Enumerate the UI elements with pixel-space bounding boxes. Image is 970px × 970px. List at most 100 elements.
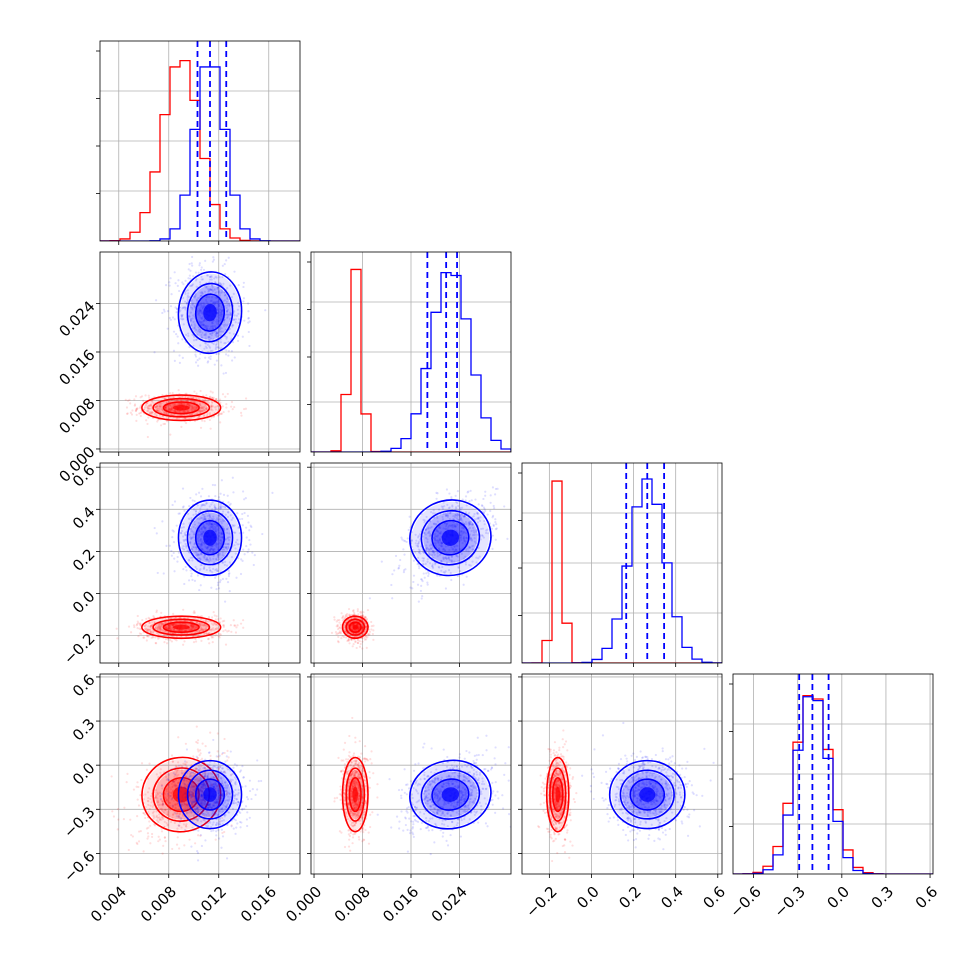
scatter-point	[216, 569, 219, 573]
scatter-point	[158, 629, 162, 632]
scatter-point	[422, 551, 425, 554]
scatter-point	[227, 542, 230, 546]
scatter-point	[151, 805, 154, 808]
scatter-point	[452, 548, 455, 551]
scatter-point	[344, 615, 347, 618]
scatter-point	[187, 277, 190, 280]
scatter-point	[210, 517, 213, 520]
scatter-point	[436, 574, 439, 577]
scatter-point	[138, 632, 142, 635]
scatter-point	[172, 780, 176, 783]
scatter-point	[237, 557, 240, 560]
scatter-point	[192, 814, 195, 817]
scatter-point	[360, 610, 363, 613]
scatter-point	[200, 799, 203, 802]
scatter-point	[215, 332, 218, 335]
scatter-point	[168, 544, 171, 547]
scatter-point	[144, 793, 147, 796]
scatter-point	[469, 564, 472, 567]
scatter-point	[206, 327, 209, 330]
scatter-point	[171, 786, 174, 789]
scatter-point	[205, 501, 208, 505]
scatter-point	[352, 609, 355, 612]
scatter-point	[205, 546, 208, 550]
scatter-point	[462, 515, 466, 518]
scatter-point	[220, 542, 223, 546]
scatter-point	[221, 577, 225, 581]
scatter-point	[184, 538, 187, 541]
scatter-point	[205, 394, 208, 397]
scatter-point	[406, 537, 409, 540]
scatter-point	[164, 840, 167, 843]
scatter-point	[148, 617, 151, 620]
scatter-point	[336, 627, 340, 631]
scatter-point	[185, 569, 188, 572]
scatter-point	[199, 352, 202, 356]
scatter-point	[217, 534, 221, 537]
scatter-point	[242, 281, 245, 284]
scatter-point	[417, 600, 420, 603]
scatter-point	[428, 534, 431, 538]
scatter-point	[226, 392, 229, 396]
scatter-point	[208, 418, 211, 422]
scatter-point	[211, 284, 214, 287]
scatter-point	[364, 616, 367, 619]
scatter-point	[142, 812, 146, 815]
scatter-point	[441, 565, 444, 569]
scatter-point	[187, 403, 190, 406]
scatter-point	[213, 761, 216, 764]
scatter-point	[219, 401, 222, 404]
scatter-point	[161, 787, 164, 790]
scatter-point	[180, 315, 183, 318]
scatter-point	[227, 629, 230, 633]
scatter-point	[182, 283, 185, 286]
scatter-point	[168, 627, 171, 630]
scatter-point	[230, 518, 233, 521]
scatter-point	[202, 525, 205, 529]
scatter-point	[436, 515, 439, 518]
scatter-point	[157, 418, 160, 422]
scatter-point	[148, 407, 152, 410]
scatter-point	[146, 791, 150, 794]
scatter-point	[231, 324, 234, 327]
scatter-point	[146, 628, 149, 631]
scatter-point	[214, 526, 217, 529]
scatter-point	[442, 527, 445, 530]
scatter-point	[439, 540, 442, 543]
scatter-point	[176, 836, 179, 839]
scatter-point	[397, 567, 400, 570]
scatter-point	[201, 407, 204, 410]
scatter-point	[149, 625, 152, 628]
scatter-point	[434, 538, 437, 541]
scatter-point	[438, 532, 441, 535]
scatter-point	[160, 404, 163, 408]
scatter-point	[248, 320, 251, 323]
scatter-point	[208, 346, 212, 349]
scatter-point	[457, 504, 460, 508]
scatter-point	[434, 544, 437, 547]
scatter-point	[194, 510, 198, 513]
scatter-point	[219, 506, 222, 510]
scatter-point	[451, 560, 454, 563]
scatter-point	[391, 597, 394, 600]
scatter-point	[472, 515, 475, 518]
scatter-point	[236, 543, 239, 546]
scatter-point	[242, 300, 245, 303]
scatter-point	[445, 523, 448, 526]
scatter-point	[201, 324, 205, 327]
scatter-point	[156, 628, 159, 631]
scatter-point	[184, 803, 187, 806]
scatter-point	[251, 551, 254, 554]
scatter-point	[149, 404, 153, 407]
scatter-point	[433, 550, 436, 553]
density-level	[203, 303, 217, 322]
scatter-point	[220, 541, 224, 544]
scatter-point	[201, 306, 204, 310]
scatter-point	[243, 553, 246, 556]
scatter-point	[200, 303, 203, 306]
scatter-point	[203, 324, 206, 327]
scatter-point	[226, 511, 230, 514]
scatter-point	[454, 506, 458, 509]
scatter-point	[150, 832, 154, 836]
scatter-point	[444, 514, 448, 518]
